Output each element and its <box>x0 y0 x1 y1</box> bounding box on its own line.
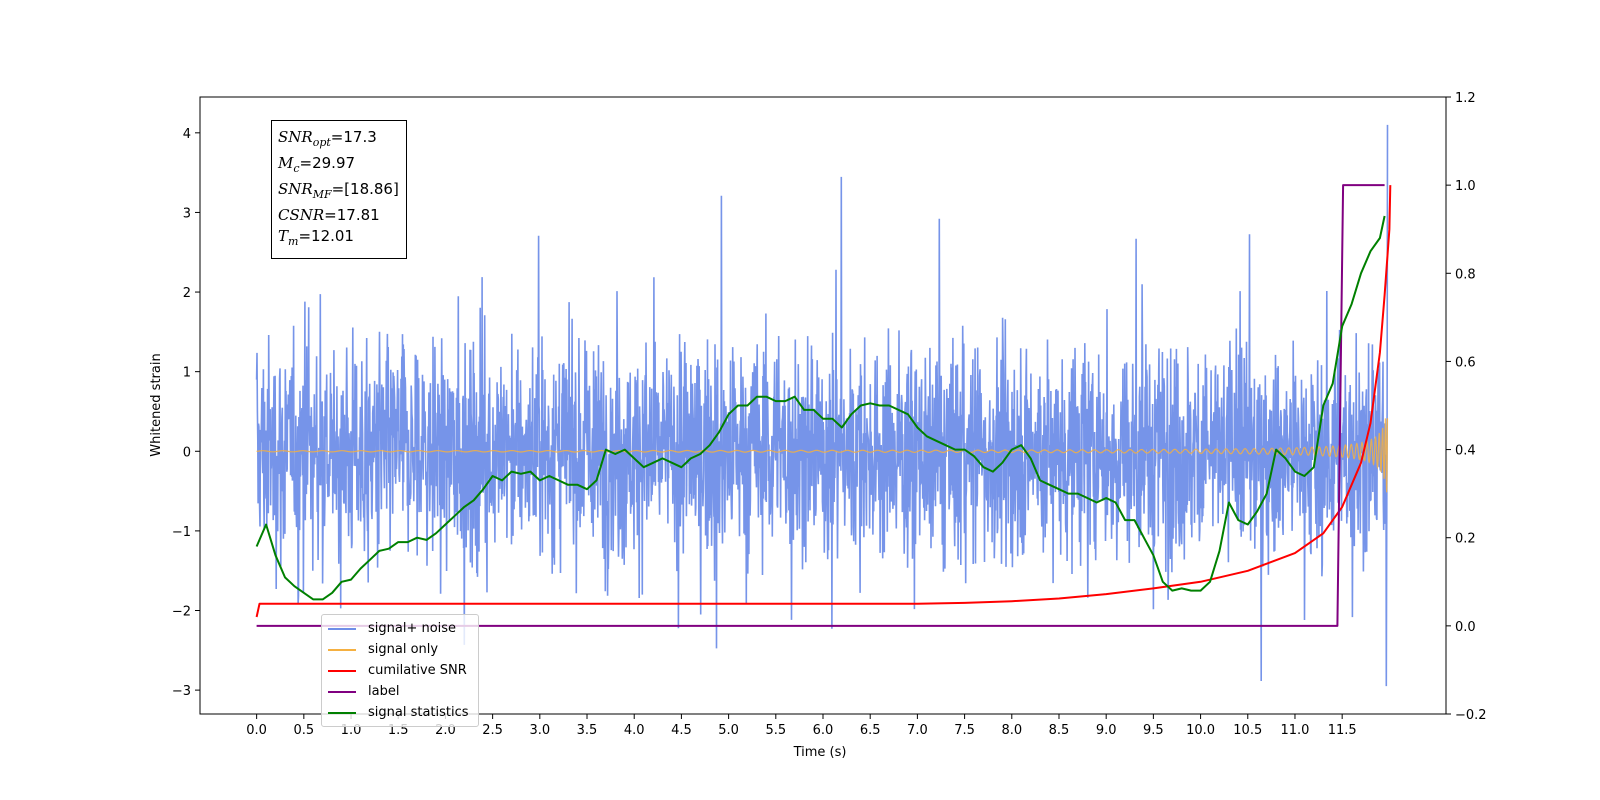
y2-tick-label: 0.0 <box>1455 620 1476 635</box>
snr-mf-annotation: SNRMF=[18.86] <box>278 180 399 201</box>
y2-tick-label: −0.2 <box>1455 708 1487 723</box>
x-tick-label: 7.0 <box>907 723 928 738</box>
x-tick-label: 2.5 <box>482 723 503 738</box>
x-tick-label: 0.5 <box>293 723 314 738</box>
legend-swatch <box>328 627 356 630</box>
tm-annotation: Tm=12.01 <box>278 227 354 248</box>
y-tick-label: −2 <box>172 605 191 620</box>
legend-label: signal only <box>368 642 439 657</box>
cumulative-snr-line <box>255 185 1392 618</box>
y-axis-label: Whitened strain <box>149 353 164 456</box>
x-tick-label: 9.5 <box>1143 723 1164 738</box>
legend-label: label <box>368 684 400 699</box>
x-tick-label: 6.0 <box>813 723 834 738</box>
y2-tick-label: 0.6 <box>1455 355 1476 370</box>
legend-label: cumilative SNR <box>368 663 467 678</box>
legend-swatch <box>328 711 356 714</box>
x-tick-label: 0.0 <box>246 723 267 738</box>
y-tick-label: −1 <box>172 525 191 540</box>
mc-annotation: Mc=29.97 <box>278 154 356 175</box>
legend-item: label <box>328 681 472 702</box>
x-tick-label: 4.5 <box>671 723 692 738</box>
x-tick-label: 11.0 <box>1280 723 1309 738</box>
legend: signal+ noise signal only cumilative SNR… <box>321 614 479 727</box>
y2-tick-label: 0.8 <box>1455 267 1476 282</box>
y-tick-label: 1 <box>183 366 191 381</box>
signal-only-line <box>256 418 1389 493</box>
csnr-annotation: CSNR=17.81 <box>278 206 380 224</box>
legend-label: signal statistics <box>368 705 469 720</box>
legend-item: signal only <box>328 639 472 660</box>
x-tick-label: 11.5 <box>1328 723 1357 738</box>
x-tick-label: 3.5 <box>577 723 598 738</box>
legend-swatch <box>328 690 356 693</box>
x-tick-label: 4.0 <box>624 723 645 738</box>
legend-label: signal+ noise <box>368 621 457 636</box>
signal-noise-layer <box>255 124 1389 687</box>
x-tick-label: 10.0 <box>1186 723 1215 738</box>
signal-only-layer <box>256 418 1389 493</box>
signal-noise-line <box>255 124 1389 687</box>
y-tick-label: −3 <box>172 684 191 699</box>
y-axis-left: −3 −2 −1 0 1 2 3 4 <box>172 127 200 699</box>
x-tick-label: 10.5 <box>1233 723 1262 738</box>
x-tick-label: 5.5 <box>765 723 786 738</box>
x-tick-label: 9.0 <box>1096 723 1117 738</box>
y-tick-label: 2 <box>183 286 191 301</box>
signal-statistics-line <box>255 215 1386 601</box>
y-axis-right: −0.2 0.0 0.2 0.4 0.6 0.8 1.0 1.2 <box>1446 91 1487 723</box>
snr-opt-annotation: SNRopt=17.3 <box>278 128 377 149</box>
x-tick-label: 8.0 <box>1001 723 1022 738</box>
legend-swatch <box>328 648 356 651</box>
legend-item: cumilative SNR <box>328 660 472 681</box>
right-axis-series-layer <box>255 184 1392 627</box>
annotation-box: SNRopt=17.3 Mc=29.97 SNRMF=[18.86] CSNR=… <box>271 120 407 259</box>
x-tick-label: 3.0 <box>529 723 550 738</box>
x-tick-label: 7.5 <box>954 723 975 738</box>
y2-tick-label: 0.4 <box>1455 444 1476 459</box>
y2-tick-label: 1.2 <box>1455 91 1476 106</box>
x-axis-label: Time (s) <box>793 745 847 760</box>
y2-tick-label: 1.0 <box>1455 179 1476 194</box>
y-tick-label: 4 <box>183 127 191 142</box>
label-line <box>256 184 1385 627</box>
legend-item: signal statistics <box>328 702 472 723</box>
y2-tick-label: 0.2 <box>1455 532 1476 547</box>
y-tick-label: 0 <box>183 445 191 460</box>
x-tick-label: 6.5 <box>860 723 881 738</box>
legend-item: signal+ noise <box>328 618 472 639</box>
y-tick-label: 3 <box>183 206 191 221</box>
x-tick-label: 5.0 <box>718 723 739 738</box>
x-tick-label: 8.5 <box>1049 723 1070 738</box>
legend-swatch <box>328 669 356 672</box>
